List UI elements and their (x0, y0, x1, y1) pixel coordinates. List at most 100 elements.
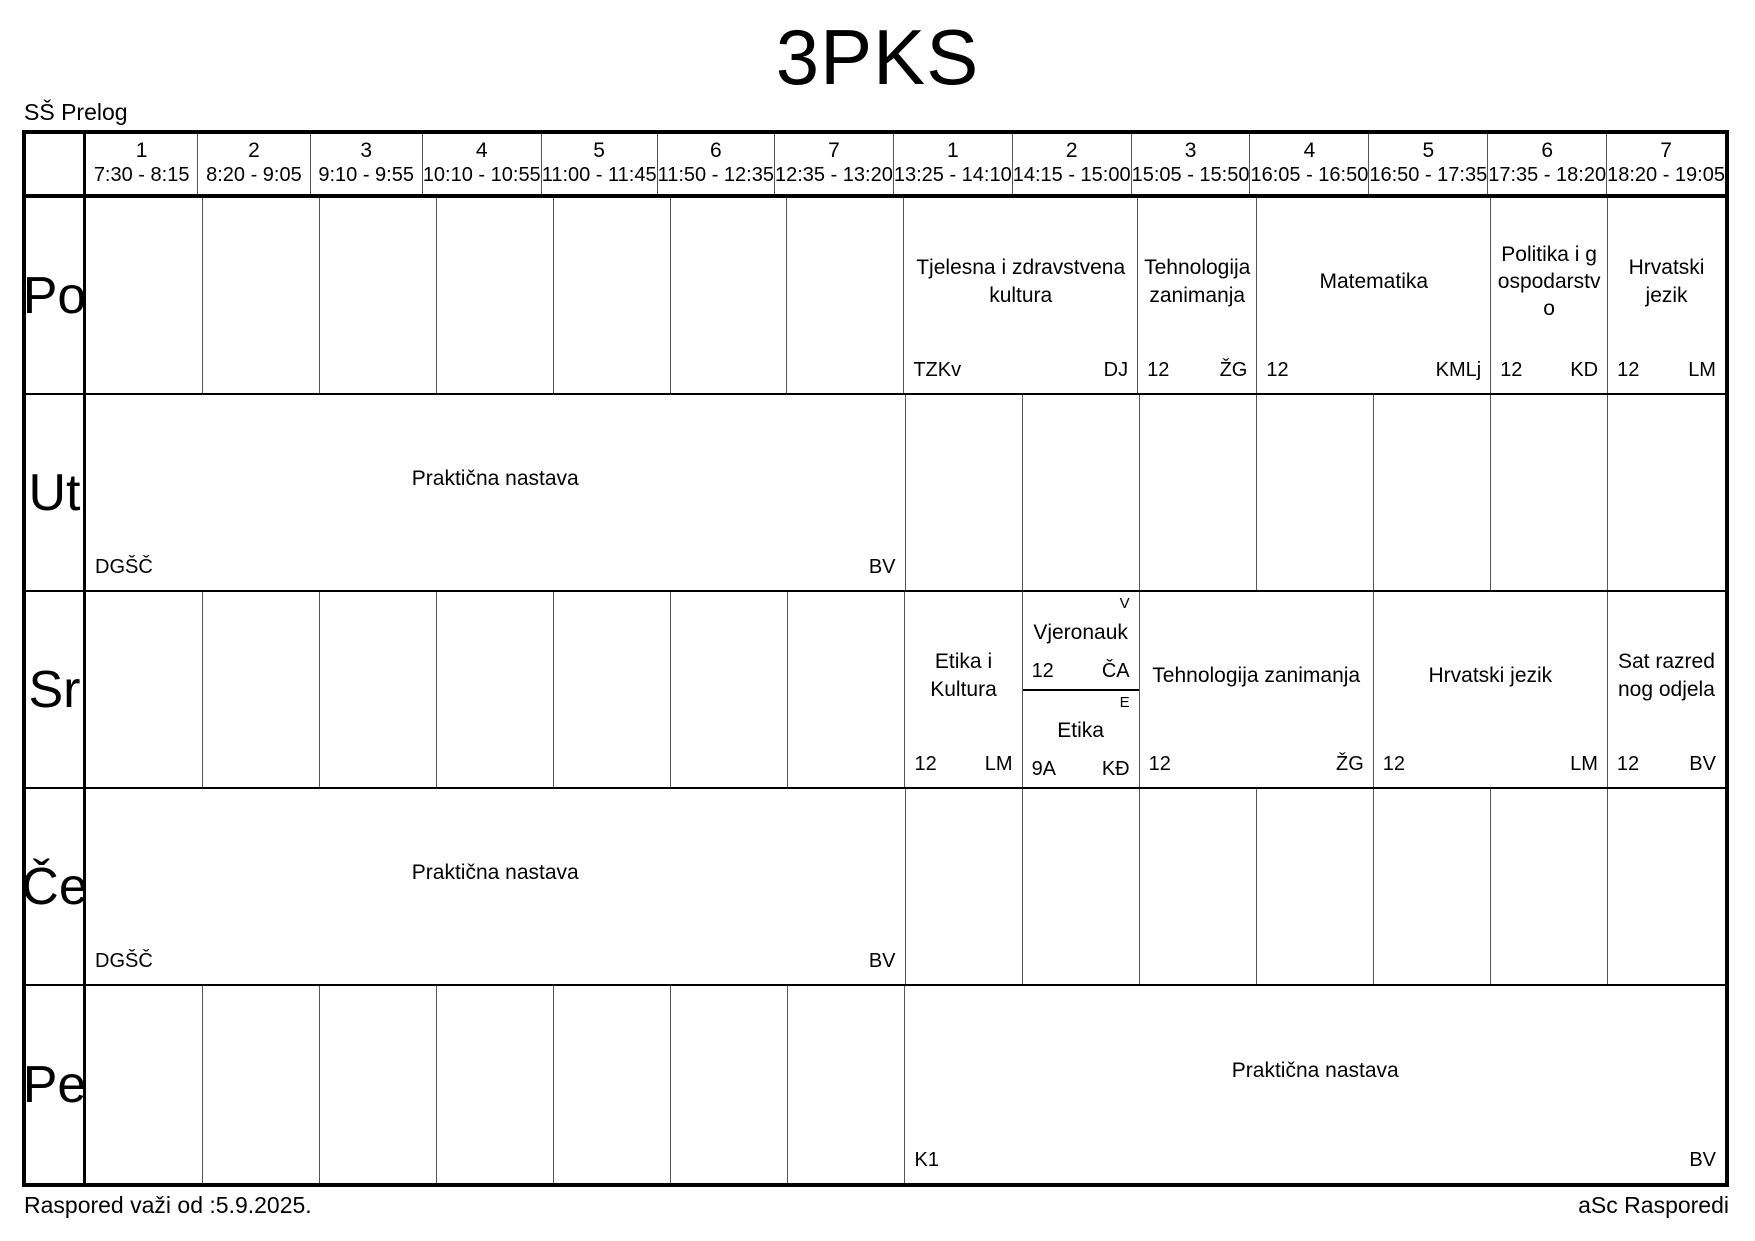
empty-cell (1140, 789, 1257, 984)
period-number: 6 (709, 139, 722, 162)
empty-cell (906, 395, 1023, 590)
empty-cell (554, 986, 672, 1183)
empty-cell (1491, 789, 1608, 984)
period-header-6m: 6 11:50 - 12:35 (658, 134, 775, 194)
empty-cell (437, 986, 555, 1183)
room-code: 12 (1616, 753, 1640, 775)
period-header-6a: 6 17:35 - 18:20 (1488, 134, 1608, 194)
day-row-po: Po Tjelesna i zdravstvena kultura TZKv D… (23, 198, 1725, 395)
period-time: 11:00 - 11:45 (541, 164, 657, 186)
day-label-ut: Ut (26, 395, 86, 590)
room-code: 12 (1031, 659, 1054, 682)
empty-cell (86, 198, 203, 393)
empty-cell (1608, 789, 1725, 984)
subject-label: Matematika (1319, 269, 1429, 293)
day-row-sr: Sr Etika i Kultura 12 LM V Vjeronauk 12 … (26, 592, 1725, 789)
period-time: 14:15 - 15:00 (1012, 164, 1131, 186)
period-time: 17:35 - 18:20 (1488, 164, 1607, 186)
empty-cell (1374, 395, 1491, 590)
lesson-cell-hrvatski-po: Hrvatski jezik 12 LM (1608, 198, 1725, 393)
period-header-3m: 3 9:10 - 9:55 (311, 134, 423, 194)
lesson-subcell-vjeronauk: V Vjeronauk 12 ČA (1022, 592, 1139, 691)
empty-cell (1491, 395, 1608, 590)
period-number: 3 (1184, 139, 1197, 162)
split-lesson-cell: V Vjeronauk 12 ČA E Etika 9A KĐ (1022, 592, 1140, 787)
teacher-code: DJ (1103, 359, 1129, 381)
empty-cell (320, 592, 438, 787)
lesson-cell-prakticna-pe: Praktična nastava K1 BV (905, 986, 1725, 1183)
subject-label: Etika (1057, 719, 1104, 743)
period-time: 15:05 - 15:50 (1131, 164, 1250, 186)
teacher-code: BV (1689, 1149, 1716, 1171)
empty-cell (320, 198, 437, 393)
period-header-5a: 5 16:50 - 17:35 (1369, 134, 1489, 194)
lesson-cell-hrvatski-sr: Hrvatski jezik 12 LM (1374, 592, 1608, 787)
room-code: 12 (914, 753, 937, 775)
school-name: SŠ Prelog (24, 99, 128, 125)
room-code: K1 (914, 1149, 939, 1171)
period-time: 9:10 - 9:55 (318, 164, 414, 186)
lesson-cell-matematika: Matematika 12 KMLj (1257, 198, 1492, 393)
period-number: 5 (593, 139, 605, 162)
empty-cell (788, 986, 906, 1183)
empty-cell (320, 986, 438, 1183)
teacher-code: BV (868, 950, 896, 972)
period-number: 2 (248, 139, 260, 162)
period-header-1a: 1 13:25 - 14:10 (894, 134, 1013, 194)
group-marker: V (1119, 595, 1130, 612)
empty-cell (203, 986, 321, 1183)
period-time: 16:05 - 16:50 (1250, 164, 1369, 186)
room-code: DGŠČ (95, 950, 153, 972)
period-number: 2 (1065, 139, 1078, 162)
day-label-po: Po (23, 198, 86, 393)
brand-label: aSc Rasporedi (1578, 1192, 1729, 1218)
empty-cell (1023, 395, 1140, 590)
period-header-7a: 7 18:20 - 19:05 (1607, 134, 1725, 194)
validity-note: Raspored važi od :5.9.2025. (24, 1192, 312, 1218)
period-header-5m: 5 11:00 - 11:45 (542, 134, 658, 194)
day-row-pe: Pe Praktična nastava K1 BV (23, 986, 1725, 1183)
period-header-1m: 1 7:30 - 8:15 (86, 134, 199, 194)
period-number: 7 (828, 139, 840, 162)
teacher-code: KD (1570, 359, 1599, 381)
empty-cell (437, 592, 555, 787)
period-time: 18:20 - 19:05 (1607, 164, 1725, 186)
day-row-ut: Ut Praktična nastava DGŠČ BV (26, 395, 1725, 592)
subject-label: Hrvatski jezik (1428, 663, 1553, 687)
room-code: 12 (1148, 753, 1171, 775)
subject-label: Tehnologija zanimanja (1152, 663, 1361, 687)
day-row-ce: Če Praktična nastava DGŠČ BV (21, 789, 1725, 986)
empty-cell (1140, 395, 1257, 590)
room-code: 12 (1266, 359, 1289, 381)
teacher-code: LM (1570, 753, 1598, 775)
subject-label: Etika i Kultura (930, 650, 997, 701)
teacher-code: KMLj (1435, 359, 1482, 381)
room-code: 12 (1147, 359, 1170, 381)
empty-cell (203, 592, 321, 787)
period-number: 5 (1422, 139, 1435, 162)
teacher-code: LM (1688, 359, 1716, 381)
empty-cell (86, 986, 204, 1183)
subject-label: Politika i gospodarstvo (1497, 242, 1601, 321)
period-header-4m: 4 10:10 - 10:55 (423, 134, 542, 194)
period-number: 3 (360, 139, 373, 162)
period-number: 6 (1541, 139, 1554, 162)
lesson-cell-sat-razrednog: Sat razrednog odjela 12 BV (1608, 592, 1725, 787)
empty-cell (437, 198, 554, 393)
period-number: 4 (475, 139, 488, 162)
period-header-7m: 7 12:35 - 13:20 (775, 134, 894, 194)
teacher-code: ŽG (1336, 753, 1364, 775)
teacher-code: ŽG (1219, 359, 1248, 381)
period-time: 11:50 - 12:35 (657, 164, 774, 186)
teacher-code: LM (984, 753, 1013, 775)
period-header-3a: 3 15:05 - 15:50 (1132, 134, 1251, 194)
header-row: 1 7:30 - 8:15 2 8:20 - 9:05 3 9:10 - 9:55 4… (26, 134, 1725, 198)
corner-cell (26, 134, 86, 194)
empty-cell (1023, 789, 1140, 984)
empty-cell (787, 198, 905, 393)
day-label-sr: Sr (26, 592, 86, 787)
period-number: 1 (946, 139, 959, 162)
lesson-cell-tehnologija-sr: Tehnologija zanimanja 12 ŽG (1140, 592, 1374, 787)
empty-cell (1608, 395, 1725, 590)
